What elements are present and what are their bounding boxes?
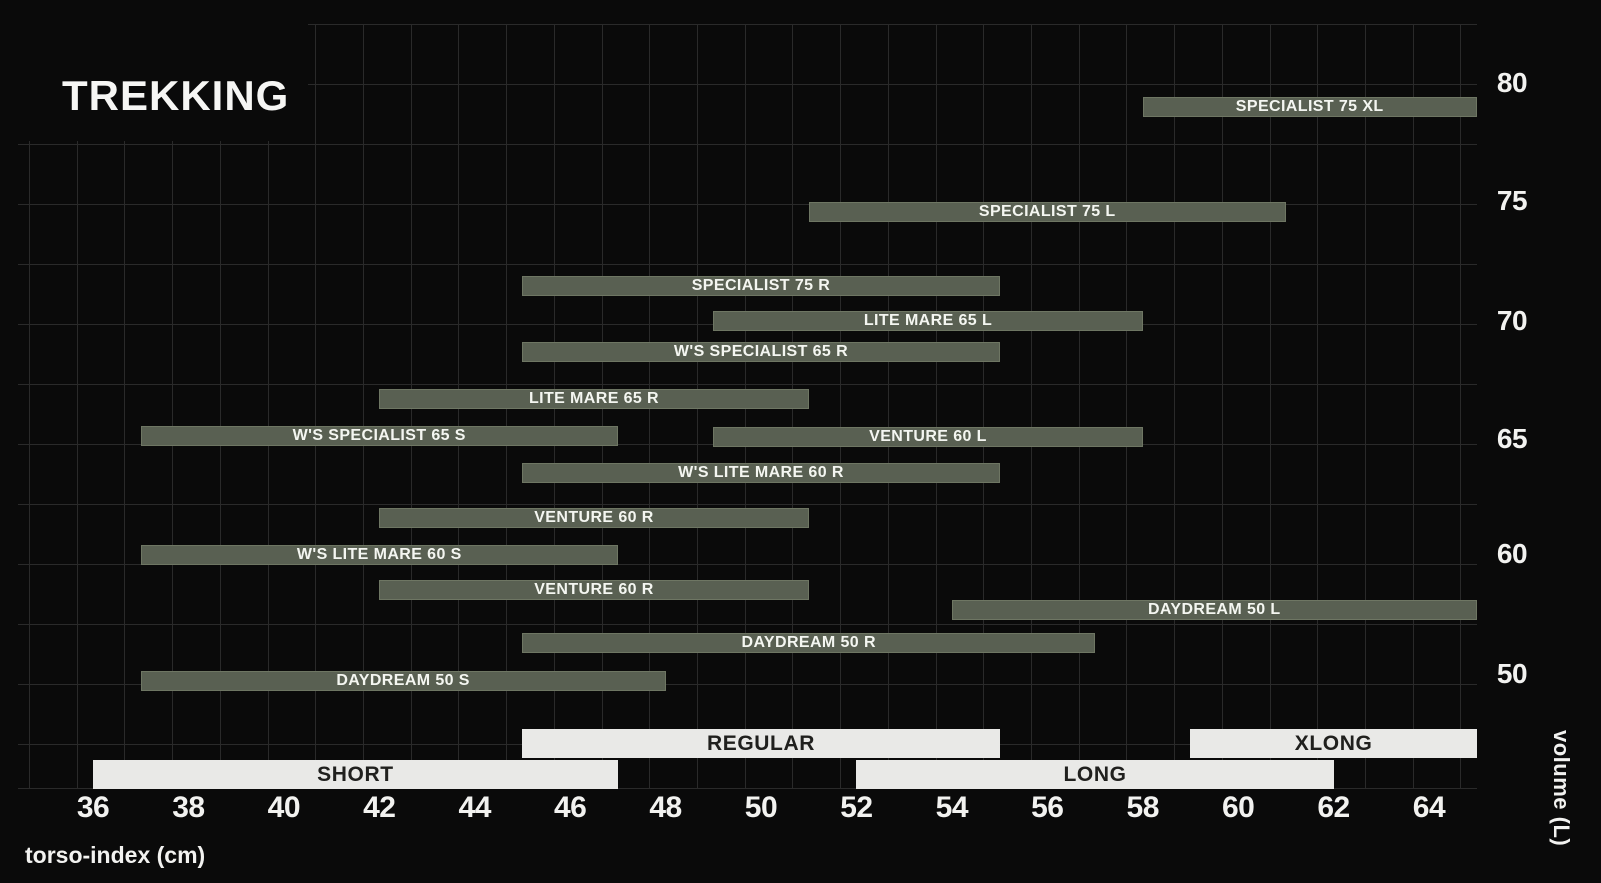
gridline-vertical xyxy=(172,23,174,788)
x-tick-48: 48 xyxy=(649,791,682,824)
bar-w-s-specialist-65-s: W'S SPECIALIST 65 S xyxy=(140,426,618,446)
x-tick-36: 36 xyxy=(76,791,110,824)
gridline-vertical xyxy=(1174,23,1176,788)
bar-label: DAYDREAM 50 S xyxy=(336,672,470,689)
gridline-horizontal xyxy=(18,683,1477,685)
bar-label: W'S LITE MARE 60 R xyxy=(678,464,844,481)
bar-label: LITE MARE 65 L xyxy=(863,312,993,329)
y-axis-label: volume (L) xyxy=(1549,730,1574,847)
gridline-vertical xyxy=(1078,23,1080,788)
gridline-vertical xyxy=(76,23,78,788)
title-mask xyxy=(0,0,308,141)
bar-label: W'S LITE MARE 60 S xyxy=(296,546,462,563)
bar-specialist-75-l: SPECIALIST 75 L xyxy=(808,202,1286,222)
x-tick-54: 54 xyxy=(935,791,969,824)
gridline-horizontal xyxy=(18,263,1477,265)
gridline-vertical xyxy=(1460,23,1462,788)
gridline-vertical xyxy=(124,23,126,788)
x-tick-42: 42 xyxy=(363,791,396,824)
x-tick-52: 52 xyxy=(840,791,873,824)
gridline-vertical xyxy=(1031,23,1033,788)
x-tick-46: 46 xyxy=(553,791,587,824)
gridline-vertical xyxy=(219,23,221,788)
bar-venture-60-l: VENTURE 60 L xyxy=(713,427,1143,447)
bar-specialist-75-r: SPECIALIST 75 R xyxy=(522,276,1000,296)
gridline-vertical xyxy=(935,23,937,788)
gridline-vertical xyxy=(1412,23,1414,788)
bar-label: DAYDREAM 50 R xyxy=(741,634,876,651)
bar-venture-60-r: VENTURE 60 R xyxy=(379,508,809,528)
gridline-horizontal xyxy=(18,383,1477,385)
gridline-horizontal xyxy=(18,563,1477,565)
gridline-horizontal xyxy=(18,23,1477,25)
gridline-vertical xyxy=(1221,23,1223,788)
x-tick-44: 44 xyxy=(458,791,492,824)
gridline-vertical xyxy=(1317,23,1319,788)
chart-title: TREKKING xyxy=(62,72,290,119)
gridline-vertical xyxy=(983,23,985,788)
bar-w-s-lite-mare-60-r: W'S LITE MARE 60 R xyxy=(522,463,1000,483)
bar-w-s-lite-mare-60-s: W'S LITE MARE 60 S xyxy=(140,545,618,565)
x-tick-56: 56 xyxy=(1031,791,1064,824)
volume-tick-60: 60 xyxy=(1496,538,1528,569)
volume-tick-80: 80 xyxy=(1496,67,1528,98)
size-band-long: LONG xyxy=(856,759,1334,789)
volume-tick-65: 65 xyxy=(1496,423,1528,454)
gridline-horizontal xyxy=(18,143,1477,145)
bar-label: SPECIALIST 75 R xyxy=(691,277,831,294)
x-tick-40: 40 xyxy=(267,791,301,824)
bar-label: VENTURE 60 R xyxy=(534,509,654,526)
x-tick-50: 50 xyxy=(744,791,778,824)
x-tick-60: 60 xyxy=(1221,791,1255,824)
bar-daydream-50-r: DAYDREAM 50 R xyxy=(522,633,1095,653)
bar-label: VENTURE 60 L xyxy=(869,428,987,445)
size-band-xlong: XLONG xyxy=(1190,728,1477,758)
x-tick-62: 62 xyxy=(1317,791,1350,824)
size-band-label: LONG xyxy=(1063,762,1127,786)
gridline-vertical xyxy=(363,23,365,788)
gridline-vertical xyxy=(887,23,889,788)
bar-label: SPECIALIST 75 XL xyxy=(1235,98,1384,115)
gridline-vertical xyxy=(315,23,317,788)
bar-daydream-50-s: DAYDREAM 50 S xyxy=(140,671,666,691)
bar-label: LITE MARE 65 R xyxy=(528,390,660,407)
bar-venture-60-r: VENTURE 60 R xyxy=(379,580,809,600)
gridline-vertical xyxy=(29,23,31,788)
gridline-horizontal xyxy=(18,503,1477,505)
size-band-label: REGULAR xyxy=(706,731,815,755)
volume-tick-50: 50 xyxy=(1496,658,1528,689)
volume-tick-70: 70 xyxy=(1496,305,1528,336)
bar-lite-mare-65-r: LITE MARE 65 R xyxy=(379,389,809,409)
gridline-vertical xyxy=(1365,23,1367,788)
gridline-horizontal xyxy=(18,83,1477,85)
bar-w-s-specialist-65-r: W'S SPECIALIST 65 R xyxy=(522,342,1000,362)
bar-specialist-75-xl: SPECIALIST 75 XL xyxy=(1142,97,1477,117)
gridline-vertical xyxy=(1126,23,1128,788)
bar-daydream-50-l: DAYDREAM 50 L xyxy=(951,600,1477,620)
gridline-vertical xyxy=(1269,23,1271,788)
bar-label: VENTURE 60 R xyxy=(534,581,654,598)
x-axis-label: torso-index (cm) xyxy=(25,842,206,868)
gridline-vertical xyxy=(267,23,269,788)
x-tick-64: 64 xyxy=(1412,791,1446,824)
gridline-horizontal xyxy=(18,788,1477,789)
volume-tick-75: 75 xyxy=(1496,185,1528,216)
size-band-regular: REGULAR xyxy=(522,728,1000,758)
gridline-horizontal xyxy=(18,623,1477,625)
bar-label: W'S SPECIALIST 65 S xyxy=(292,427,466,444)
bar-lite-mare-65-l: LITE MARE 65 L xyxy=(713,311,1143,331)
bar-label: DAYDREAM 50 L xyxy=(1147,601,1281,618)
gridline-vertical xyxy=(840,23,842,788)
bar-label: SPECIALIST 75 L xyxy=(978,203,1116,220)
x-tick-58: 58 xyxy=(1126,791,1160,824)
size-band-label: XLONG xyxy=(1294,731,1373,755)
size-band-label: SHORT xyxy=(317,762,394,786)
gridline-horizontal xyxy=(18,203,1477,205)
x-tick-38: 38 xyxy=(172,791,205,824)
size-band-short: SHORT xyxy=(93,759,618,789)
bar-label: W'S SPECIALIST 65 R xyxy=(673,343,849,360)
